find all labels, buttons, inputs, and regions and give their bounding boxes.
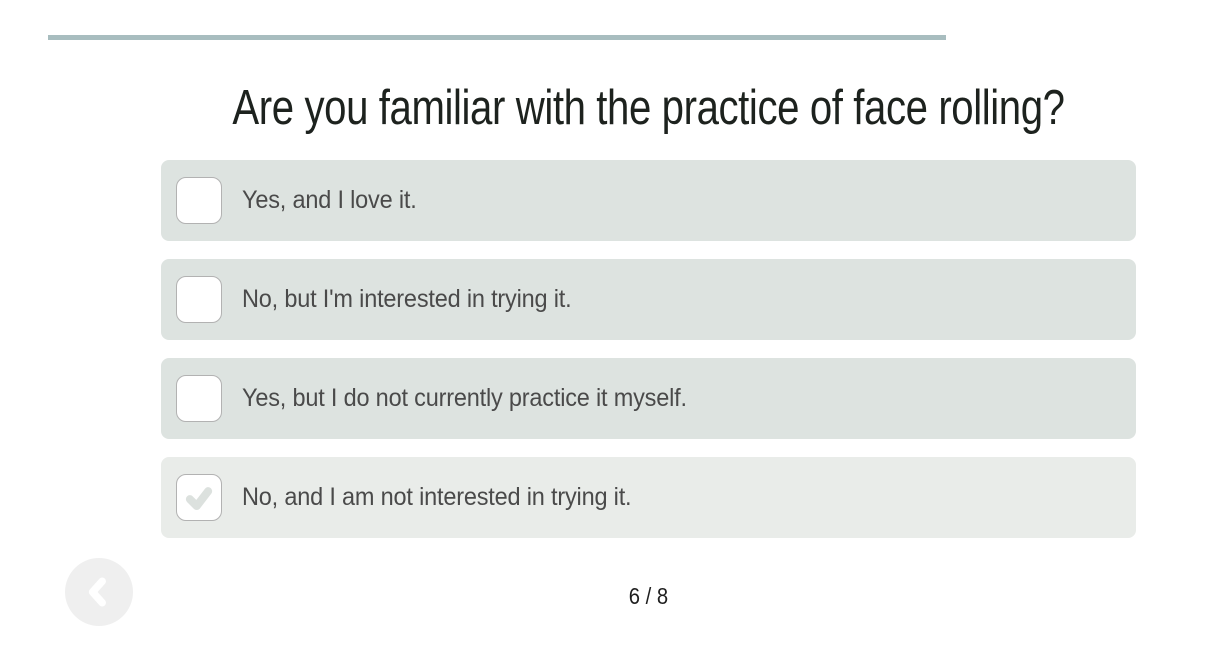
- back-button[interactable]: [65, 558, 133, 626]
- answer-option-label: No, and I am not interested in trying it…: [242, 483, 632, 511]
- checkbox[interactable]: [176, 276, 222, 323]
- checkbox[interactable]: [176, 375, 222, 422]
- answer-options-list: Yes, and I love it. No, but I'm interest…: [161, 160, 1136, 538]
- page-indicator: 6 / 8: [628, 583, 669, 609]
- checkbox[interactable]: [176, 177, 222, 224]
- answer-option-label: Yes, and I love it.: [242, 186, 417, 214]
- answer-option[interactable]: No, but I'm interested in trying it.: [161, 259, 1136, 340]
- progress-bar: [48, 35, 946, 40]
- answer-option[interactable]: No, and I am not interested in trying it…: [161, 457, 1136, 538]
- answer-option-label: Yes, but I do not currently practice it …: [242, 384, 687, 412]
- answer-option[interactable]: Yes, but I do not currently practice it …: [161, 358, 1136, 439]
- answer-option-label: No, but I'm interested in trying it.: [242, 285, 572, 313]
- chevron-left-icon: [88, 577, 106, 607]
- checkbox[interactable]: [176, 474, 222, 521]
- answer-option[interactable]: Yes, and I love it.: [161, 160, 1136, 241]
- checkmark-icon: [185, 486, 213, 510]
- question-title: Are you familiar with the practice of fa…: [232, 81, 1065, 135]
